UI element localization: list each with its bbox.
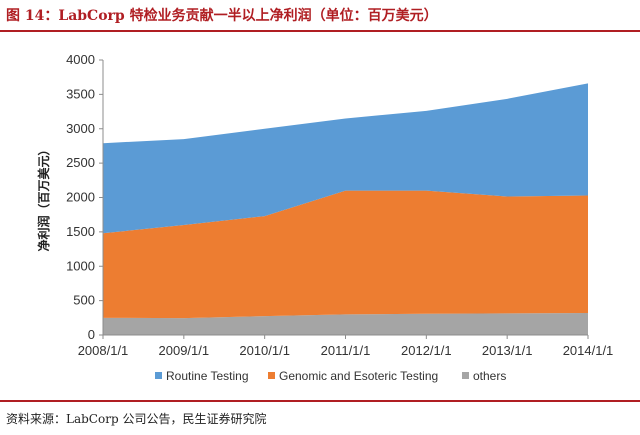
- y-tick-label: 2500: [66, 155, 95, 170]
- plot-areas: [103, 83, 588, 335]
- y-tick-label: 500: [73, 293, 95, 308]
- y-tick-label: 1000: [66, 258, 95, 273]
- area-others: [103, 313, 588, 335]
- y-tick-label: 3000: [66, 121, 95, 136]
- area-routine-testing: [103, 83, 588, 234]
- x-tick-label: 2008/1/1: [78, 343, 129, 358]
- legend-swatch: [155, 372, 162, 379]
- x-tick-label: 2012/1/1: [401, 343, 452, 358]
- page-title: 图 14：LabCorp 特检业务贡献一半以上净利润（单位：百万美元）: [6, 8, 438, 24]
- title-bar: 图 14：LabCorp 特检业务贡献一半以上净利润（单位：百万美元）: [0, 0, 640, 32]
- legend-label: Routine Testing: [166, 369, 249, 383]
- area-genomic-and-esoteric-testing: [103, 190, 588, 319]
- source-note: 资料来源：LabCorp 公司公告，民生证券研究院: [6, 412, 267, 426]
- y-tick-label: 4000: [66, 52, 95, 67]
- x-tick-label: 2011/1/1: [321, 343, 371, 358]
- x-tick-label: 2013/1/1: [482, 343, 533, 358]
- axes: 0 500 1000 1500 2000 2500 3000 3500 4000 2008/1/1…: [66, 52, 613, 358]
- x-tick-label: 2010/1/1: [239, 343, 290, 358]
- legend-label: Genomic and Esoteric Testing: [279, 369, 438, 383]
- y-tick-label: 1500: [66, 224, 95, 239]
- y-tick-label: 2000: [66, 190, 95, 205]
- stacked-area-chart: 0 500 1000 1500 2000 2500 3000 3500 4000 2008/1/1…: [36, 52, 613, 383]
- source-divider: [0, 400, 640, 402]
- x-tick-label: 2014/1/1: [563, 343, 614, 358]
- x-tick-label: 2009/1/1: [159, 343, 210, 358]
- legend: Routine Testing Genomic and Esoteric Test…: [155, 369, 506, 383]
- y-tick-label: 0: [88, 327, 95, 342]
- y-tick-label: 3500: [66, 86, 95, 101]
- y-axis-label: 净利润（百万美元）: [36, 143, 51, 251]
- legend-swatch: [268, 372, 275, 379]
- legend-label: others: [473, 369, 506, 383]
- legend-swatch: [462, 372, 469, 379]
